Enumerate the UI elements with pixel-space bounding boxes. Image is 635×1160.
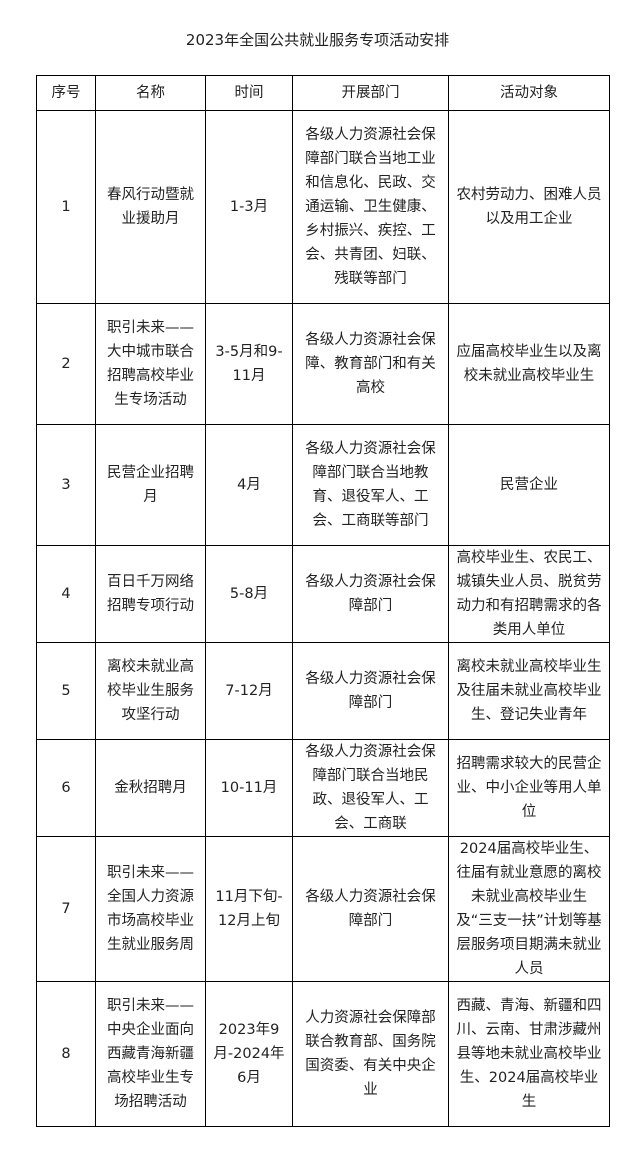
cell-dept: 各级人力资源社会保障部门联合当地教育、退役军人、工会、工商联等部门 bbox=[292, 424, 449, 546]
cell-name: 职引未来——中央企业面向西藏青海新疆高校毕业生专场招聘活动 bbox=[95, 981, 206, 1127]
cell-dept: 各级人力资源社会保障部门 bbox=[292, 642, 449, 740]
cell-time: 10-11月 bbox=[205, 739, 293, 837]
cell-time: 7-12月 bbox=[205, 642, 293, 740]
table-row: 6 金秋招聘月 10-11月 各级人力资源社会保障部门联合当地民政、退役军人、工会、工… bbox=[36, 739, 610, 837]
cell-time: 1-3月 bbox=[205, 110, 293, 304]
cell-no: 1 bbox=[36, 110, 96, 304]
header-time: 时间 bbox=[205, 75, 293, 111]
cell-target: 高校毕业生、农民工、城镇失业人员、脱贫劳动力和有招聘需求的各类用人单位 bbox=[448, 545, 610, 643]
table-row: 1 春风行动暨就业援助月 1-3月 各级人力资源社会保障部门联合当地工业和信息化、民政… bbox=[36, 110, 610, 304]
table-row: 8 职引未来——中央企业面向西藏青海新疆高校毕业生专场招聘活动 2023年9月-20… bbox=[36, 981, 610, 1127]
cell-name: 百日千万网络招聘专项行动 bbox=[95, 545, 206, 643]
cell-time: 2023年9月-2024年6月 bbox=[205, 981, 293, 1127]
header-no: 序号 bbox=[36, 75, 96, 111]
cell-no: 7 bbox=[36, 836, 96, 982]
cell-target: 离校未就业高校毕业生及往届未就业高校毕业生、登记失业青年 bbox=[448, 642, 610, 740]
document-title: 2023年全国公共就业服务专项活动安排 bbox=[185, 31, 450, 49]
cell-no: 6 bbox=[36, 739, 96, 837]
cell-name: 职引未来——大中城市联合招聘高校毕业生专场活动 bbox=[95, 303, 206, 425]
cell-time: 4月 bbox=[205, 424, 293, 546]
cell-no: 5 bbox=[36, 642, 96, 740]
header-dept: 开展部门 bbox=[292, 75, 449, 111]
cell-time: 3-5月和9-11月 bbox=[205, 303, 293, 425]
header-name: 名称 bbox=[95, 75, 206, 111]
table-row: 4 百日千万网络招聘专项行动 5-8月 各级人力资源社会保障部门 高校毕业生、农民工、城… bbox=[36, 545, 610, 643]
cell-dept: 各级人力资源社会保障部门 bbox=[292, 836, 449, 982]
cell-no: 2 bbox=[36, 303, 96, 425]
table-row: 2 职引未来——大中城市联合招聘高校毕业生专场活动 3-5月和9-11月 各级人力资源… bbox=[36, 303, 610, 425]
cell-name: 离校未就业高校毕业生服务攻坚行动 bbox=[95, 642, 206, 740]
cell-no: 4 bbox=[36, 545, 96, 643]
cell-target: 西藏、青海、新疆和四川、云南、甘肃涉藏州县等地未就业高校毕业生、2024届高校毕… bbox=[448, 981, 610, 1127]
cell-name: 春风行动暨就业援助月 bbox=[95, 110, 206, 304]
cell-target: 民营企业 bbox=[448, 424, 610, 546]
cell-name: 金秋招聘月 bbox=[95, 739, 206, 837]
cell-time: 5-8月 bbox=[205, 545, 293, 643]
table-row: 5 离校未就业高校毕业生服务攻坚行动 7-12月 各级人力资源社会保障部门 离校未就业高… bbox=[36, 642, 610, 740]
cell-dept: 各级人力资源社会保障部门联合当地工业和信息化、民政、交通运输、卫生健康、乡村振兴… bbox=[292, 110, 449, 304]
cell-time: 11月下旬-12月上旬 bbox=[205, 836, 293, 982]
cell-target: 应届高校毕业生以及离校未就业高校毕业生 bbox=[448, 303, 610, 425]
activity-schedule-table: 序号 名称 时间 开展部门 活动对象 1 春风行动暨就业援助月 1-3月 各级人力资源… bbox=[36, 75, 610, 1127]
cell-dept: 各级人力资源社会保障部门 bbox=[292, 545, 449, 643]
cell-dept: 人力资源社会保障部联合教育部、国务院国资委、有关中央企业 bbox=[292, 981, 449, 1127]
table-header-row: 序号 名称 时间 开展部门 活动对象 bbox=[36, 75, 610, 111]
cell-dept: 各级人力资源社会保障、教育部门和有关高校 bbox=[292, 303, 449, 425]
cell-dept: 各级人力资源社会保障部门联合当地民政、退役军人、工会、工商联 bbox=[292, 739, 449, 837]
header-target: 活动对象 bbox=[448, 75, 610, 111]
table-row: 3 民营企业招聘月 4月 各级人力资源社会保障部门联合当地教育、退役军人、工会、工商联… bbox=[36, 424, 610, 546]
cell-no: 8 bbox=[36, 981, 96, 1127]
cell-name: 民营企业招聘月 bbox=[95, 424, 206, 546]
cell-target: 招聘需求较大的民营企业、中小企业等用人单位 bbox=[448, 739, 610, 837]
cell-target: 2024届高校毕业生、往届有就业意愿的离校未就业高校毕业生及“三支一扶”计划等基… bbox=[448, 836, 610, 982]
table-row: 7 职引未来——全国人力资源市场高校毕业生就业服务周 11月下旬-12月上旬 各级人力… bbox=[36, 836, 610, 982]
cell-target: 农村劳动力、困难人员以及用工企业 bbox=[448, 110, 610, 304]
cell-name: 职引未来——全国人力资源市场高校毕业生就业服务周 bbox=[95, 836, 206, 982]
cell-no: 3 bbox=[36, 424, 96, 546]
